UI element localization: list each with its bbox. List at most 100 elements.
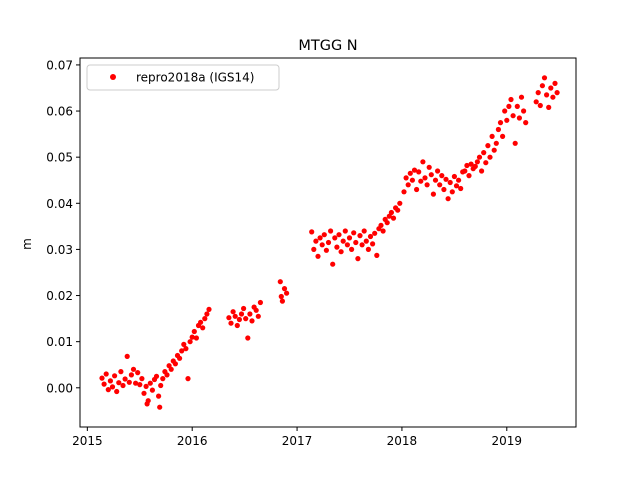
data-point xyxy=(535,90,541,96)
data-point xyxy=(489,133,495,139)
data-point xyxy=(257,299,263,306)
data-point xyxy=(183,346,189,352)
data-point xyxy=(495,126,501,133)
data-point xyxy=(128,372,134,378)
data-point xyxy=(103,371,109,377)
data-point xyxy=(407,170,413,176)
data-point xyxy=(405,182,411,188)
data-point xyxy=(370,241,376,247)
data-point xyxy=(474,159,480,165)
data-point xyxy=(378,222,384,228)
data-point xyxy=(437,182,443,188)
data-point xyxy=(502,108,508,114)
data-point xyxy=(198,319,204,325)
y-tick-label: 0.02 xyxy=(46,289,73,303)
data-point xyxy=(281,286,288,292)
data-point xyxy=(409,177,415,183)
data-point xyxy=(332,235,338,241)
data-point xyxy=(101,381,107,387)
data-point xyxy=(130,366,137,372)
data-point xyxy=(179,348,185,354)
data-point xyxy=(458,185,464,192)
data-point xyxy=(403,175,409,181)
data-point xyxy=(523,120,529,126)
y-tick-label: 0.05 xyxy=(46,151,73,165)
data-point xyxy=(481,150,487,156)
data-point xyxy=(236,316,242,323)
data-point xyxy=(342,228,348,234)
data-point xyxy=(349,246,355,252)
data-point xyxy=(133,380,139,386)
data-point xyxy=(158,382,164,389)
data-point xyxy=(388,209,394,216)
data-point xyxy=(552,80,558,86)
data-point xyxy=(328,228,334,234)
data-point xyxy=(367,233,374,240)
legend-entry-label: repro2018a (IGS14) xyxy=(136,71,254,85)
data-point xyxy=(255,313,261,319)
data-point xyxy=(137,382,143,388)
data-point xyxy=(105,387,111,393)
data-point xyxy=(548,85,554,91)
data-point xyxy=(514,103,520,109)
data-point xyxy=(521,108,527,114)
data-point xyxy=(441,186,447,193)
x-tick-label: 2018 xyxy=(387,434,418,448)
data-point xyxy=(122,376,128,382)
data-point xyxy=(554,90,560,96)
data-point xyxy=(243,316,249,322)
legend-box xyxy=(86,64,280,91)
data-point xyxy=(449,189,455,195)
y-axis-label: m xyxy=(20,238,34,250)
data-point xyxy=(476,154,483,160)
data-point xyxy=(390,215,397,221)
data-point xyxy=(232,313,238,319)
y-axis-ticks: 0.00 0.01 0.02 0.03 0.04 0.05 0.06 0.07 xyxy=(46,58,80,395)
data-point xyxy=(313,238,319,244)
data-point xyxy=(453,183,460,189)
data-point xyxy=(539,83,546,89)
data-point xyxy=(189,334,195,340)
data-point xyxy=(135,370,141,376)
data-point xyxy=(164,372,170,378)
data-point xyxy=(355,256,361,262)
data-points xyxy=(99,75,560,410)
data-point xyxy=(311,246,317,252)
data-point xyxy=(479,168,485,174)
y-tick-label: 0.00 xyxy=(46,381,73,395)
x-tick-label: 2017 xyxy=(282,434,313,448)
data-point xyxy=(445,196,451,202)
data-point xyxy=(443,176,449,182)
data-point xyxy=(414,186,420,193)
data-point xyxy=(504,117,510,123)
legend: repro2018a (IGS14) xyxy=(86,64,280,91)
data-point xyxy=(238,311,245,317)
data-point xyxy=(447,179,453,186)
data-point xyxy=(472,163,478,169)
data-point xyxy=(241,305,247,312)
y-tick-label: 0.01 xyxy=(46,335,73,349)
data-point xyxy=(234,322,240,329)
data-point xyxy=(493,140,499,146)
data-point xyxy=(483,160,489,166)
x-tick-label: 2015 xyxy=(72,434,103,448)
data-point xyxy=(181,341,187,347)
y-tick-label: 0.04 xyxy=(46,197,73,211)
data-point xyxy=(206,306,212,312)
data-point xyxy=(204,311,210,317)
data-point xyxy=(361,228,367,234)
data-point xyxy=(420,159,426,165)
data-point xyxy=(380,228,386,234)
data-point xyxy=(317,235,323,241)
data-point xyxy=(432,177,439,183)
data-point xyxy=(160,376,166,382)
data-point xyxy=(550,94,556,100)
data-point xyxy=(533,99,539,105)
data-point xyxy=(384,220,390,226)
data-point xyxy=(187,339,193,345)
data-point xyxy=(424,182,430,188)
data-point xyxy=(340,238,346,244)
data-point xyxy=(497,120,504,126)
data-point xyxy=(112,373,118,379)
data-point xyxy=(357,233,363,239)
